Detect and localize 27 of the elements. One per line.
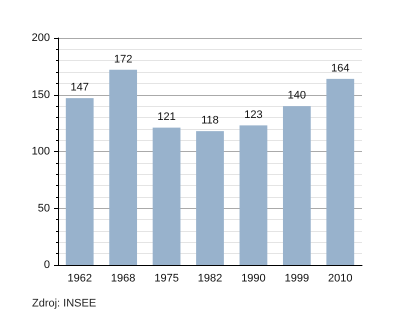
x-tick-label: 2010 [328, 272, 353, 284]
bar [152, 128, 180, 265]
y-tick-label: 0 [44, 259, 50, 271]
y-tick-label: 50 [38, 202, 50, 214]
x-tick-label: 1999 [284, 272, 310, 284]
x-tick-label: 1990 [241, 272, 266, 284]
y-tick-label: 100 [32, 146, 50, 158]
data-label: 147 [70, 82, 89, 94]
data-label: 164 [331, 62, 350, 74]
data-label: 121 [157, 111, 176, 124]
bar [240, 125, 268, 265]
bar [109, 70, 138, 265]
data-label: 172 [114, 53, 132, 66]
x-tick-label: 1982 [198, 272, 222, 284]
x-tick-label: 1962 [67, 272, 92, 284]
x-tick-label: 1975 [154, 272, 179, 284]
text: Zdroj: INSEE [32, 298, 96, 310]
bar [66, 98, 94, 265]
bar [282, 106, 311, 265]
y-tick-label: 200 [32, 32, 50, 44]
bar [196, 131, 224, 265]
data-label: 118 [201, 114, 219, 127]
x-tick-label: 1968 [110, 272, 136, 284]
y-tick-label: 150 [32, 88, 50, 101]
data-label: 140 [288, 90, 306, 102]
bar [326, 78, 354, 265]
data-label: 123 [244, 108, 263, 121]
